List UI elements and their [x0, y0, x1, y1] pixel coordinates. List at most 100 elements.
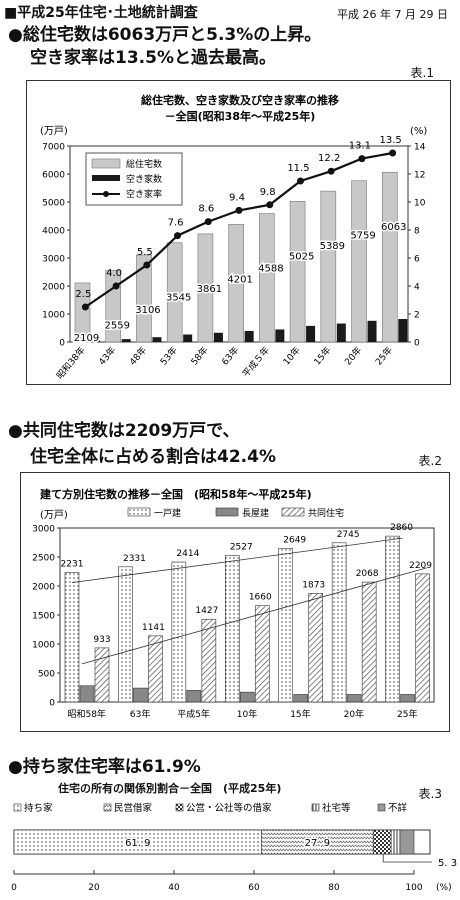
chart-1-bar-label: 4588: [258, 264, 283, 275]
chart-1: 総住宅数、空き家数及び空き家率の推移 －全国(昭和38年～平成25年) (万戸)…: [26, 80, 451, 385]
chart-2-label-detached: 2414: [176, 549, 199, 559]
chart-1-y-tick-label: 3000: [42, 255, 65, 265]
chart-1-y-tick-label: 0: [59, 339, 65, 349]
chart-2-bar-apartment: [148, 635, 163, 703]
chart-1-title: 総住宅数、空き家数及び空き家率の推移: [141, 93, 339, 107]
chart-3-legend-swatch: [103, 803, 112, 812]
chart-1-y2-tick-label: 10: [414, 199, 426, 209]
chart-2-label-detached: 2331: [123, 554, 146, 564]
chart-2-bar-row-house: [239, 691, 255, 703]
chart-2-legend-swatch: [127, 507, 151, 517]
chart-1-rate-label: 13.5: [380, 135, 402, 146]
chart-1-bar-label: 5759: [350, 231, 375, 242]
chart-3-legend-label: 不詳: [388, 802, 408, 814]
chart-2-bar-detached: [118, 566, 133, 703]
chart-2-bar-row-house: [79, 685, 95, 703]
chart-3-legend-label: 民営借家: [114, 802, 153, 814]
chart-3-x-tick-label: 80: [328, 883, 340, 893]
section1-heading-2: 空き家率は13.5%と過去最高。: [30, 48, 276, 68]
chart-1-bar-label: 5389: [320, 241, 345, 252]
page-header-title: ■平成25年住宅･土地統計調査: [4, 5, 198, 21]
chart-2-y-tick-label: 500: [38, 670, 55, 680]
chart-3-legend-swatch: [311, 803, 320, 812]
chart-1-y2-tick-label: 12: [414, 171, 425, 181]
chart-2-y-tick-label: 1000: [32, 641, 55, 651]
chart-1-rate-point: [112, 282, 120, 290]
chart-1-bar-label: 3106: [135, 305, 160, 316]
chart-1-x-tick-label: 43年: [96, 344, 118, 367]
chart-1-plot: 0 1000 2000 3000 4000 5000 6000 7000 0 2 4 6 8 10 12 14…: [42, 135, 426, 381]
chart-2-x-tick-label: 63年: [130, 708, 150, 720]
chart-1-x-tick-label: 63年: [219, 344, 241, 367]
chart-2-bar-detached: [64, 572, 80, 703]
chart-1-rate-label: 13.1: [349, 141, 371, 152]
chart-1-x-tick-label: 48年: [127, 344, 149, 367]
chart-2-frame: [20, 472, 450, 732]
chart-2-y-label: (万戸): [40, 509, 68, 521]
chart-2-bar-row-house: [293, 694, 309, 703]
chart-1-y2-tick-label: 8: [414, 227, 420, 237]
page-date: 平成 26 年 7 月 29 日: [337, 8, 448, 21]
chart-1-legend-swatch-total: [91, 158, 121, 169]
section3-heading: ●持ち家住宅率は61.9%: [8, 757, 201, 777]
chart-2-bar-apartment: [415, 573, 430, 703]
chart-3: 持ち家 民営借家 公営・公社等の借家 社宅等 不詳 61. 9 27. 9 5. 3 0 20 40…: [11, 802, 457, 893]
chart-2-label-apartment: 933: [93, 635, 110, 645]
chart-3-plot: 持ち家 民営借家 公営・公社等の借家 社宅等 不詳 61. 9 27. 9 5. 3 0 20 40…: [11, 802, 457, 893]
chart-1-x-tick-label: 53年: [158, 344, 180, 367]
chart-1-bar-total: [136, 254, 152, 343]
chart-2-legend-label: 共同住宅: [308, 507, 344, 519]
chart-2-bar-detached: [331, 542, 347, 703]
chart-3-segment: [372, 829, 392, 855]
chart-3-callout-label: 5. 3: [438, 858, 457, 869]
chart-2-bar-detached: [278, 548, 294, 703]
chart-1-y2-tick-label: 6: [414, 255, 420, 265]
chart-2-legend-label: 長屋建: [242, 507, 269, 519]
chart-1-rate-label: 7.6: [168, 218, 184, 229]
chart-1-y-label: (万戸): [40, 125, 68, 137]
chart-1-bar-total: [228, 224, 244, 343]
chart-2-label-apartment: 1873: [302, 580, 325, 590]
chart-1-rate-point: [296, 177, 304, 185]
chart-1-y2-tick-label: 4: [414, 283, 420, 293]
chart-1-bar-vacant: [398, 319, 408, 342]
chart-1-bar-total: [74, 282, 91, 343]
chart-1-rate-label: 2.5: [75, 289, 91, 300]
chart-1-rate-label: 12.2: [318, 153, 340, 164]
chart-1-bar-vacant: [244, 330, 254, 342]
chart-2-y-tick-label: 0: [49, 699, 55, 709]
section3-table-label: 表.3: [418, 787, 442, 801]
chart-2-label-apartment: 1141: [142, 623, 165, 633]
chart-1-rate-point: [266, 201, 274, 209]
chart-3-x-tick-label: 0: [11, 883, 17, 893]
chart-1-x-tick-label: 25年: [373, 344, 395, 367]
chart-3-x-tick-label: 40: [168, 883, 180, 893]
chart-2-bar-row-house: [400, 694, 415, 703]
chart-2-plot-area: [59, 527, 435, 703]
chart-1-bar-label: 3861: [197, 284, 222, 295]
chart-2-x-tick-label: 25年: [397, 708, 417, 720]
chart-2-label-apartment: 1427: [195, 606, 218, 616]
chart-2-y-tick-label: 3000: [32, 525, 55, 535]
chart-2-x-tick-label: 平成5年: [177, 708, 210, 720]
chart-1-y-tick-label: 7000: [42, 143, 65, 153]
chart-1-y-tick-label: 1000: [42, 311, 65, 321]
chart-1-bar-total: [351, 180, 367, 343]
chart-1-x-tick-label: 10年: [280, 344, 302, 367]
chart-2-trend-apartment: [81, 567, 427, 665]
chart-1-rate-label: 8.6: [198, 204, 214, 215]
chart-3-segment: [13, 829, 262, 855]
chart-1-rate-label: 4.0: [106, 268, 122, 279]
chart-1-y-tick-label: 5000: [42, 199, 65, 209]
section1-table-label: 表.1: [410, 66, 434, 80]
chart-2-trend-detached: [71, 537, 403, 583]
chart-1-x-tick-label: 58年: [188, 344, 210, 367]
chart-3-legend-label: 公営・公社等の借家: [186, 802, 272, 814]
chart-1-bar-vacant: [275, 329, 285, 342]
chart-1-bar-total: [320, 190, 337, 343]
chart-1-bar-label: 6063: [381, 222, 406, 233]
chart-1-bar-total: [259, 213, 275, 343]
chart-3-segment: [399, 829, 415, 855]
chart-3-x-tick-label: 60: [248, 883, 260, 893]
